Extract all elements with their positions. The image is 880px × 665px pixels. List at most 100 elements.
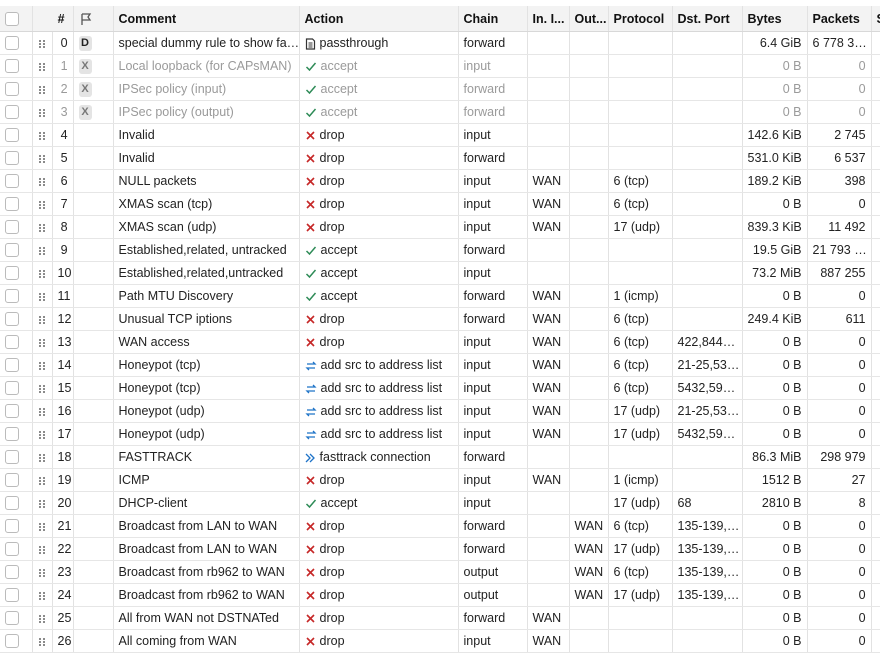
- dst-port: 135-139,…: [672, 537, 743, 561]
- rule-row[interactable]: 20 DHCP-client accept input 17 (udp) 68 2810 B…: [0, 491, 880, 515]
- row-select[interactable]: [0, 330, 33, 354]
- row-select[interactable]: [0, 146, 33, 170]
- comment-header[interactable]: Comment: [113, 6, 300, 32]
- row-select[interactable]: [0, 606, 33, 630]
- drag-handle[interactable]: [32, 560, 53, 584]
- rule-row[interactable]: 14 Honeypot (tcp) add src to address list i…: [0, 353, 880, 377]
- select-all[interactable]: [0, 6, 33, 32]
- row-select[interactable]: [0, 77, 33, 101]
- packets-header[interactable]: Packets: [807, 6, 872, 32]
- bytes: 0 B: [742, 399, 808, 423]
- comment: Honeypot (udp): [113, 399, 300, 423]
- drag-handle[interactable]: [32, 422, 53, 446]
- drag-handle[interactable]: [32, 491, 53, 515]
- drag-handle[interactable]: [32, 77, 53, 101]
- rule-row[interactable]: 22 Broadcast from LAN to WAN drop forward WA…: [0, 537, 880, 561]
- row-select[interactable]: [0, 583, 33, 607]
- num-header[interactable]: #: [32, 6, 74, 32]
- row-select[interactable]: [0, 238, 33, 262]
- rule-row[interactable]: 16 Honeypot (udp) add src to address list i…: [0, 399, 880, 423]
- row-select[interactable]: [0, 307, 33, 331]
- rule-row[interactable]: 25 All from WAN not DSTNATed drop forward WA…: [0, 606, 880, 630]
- chain-header[interactable]: Chain: [458, 6, 528, 32]
- drag-handle[interactable]: [32, 54, 53, 78]
- row-select[interactable]: [0, 215, 33, 239]
- row-select[interactable]: [0, 353, 33, 377]
- rule-row[interactable]: 1 X Local loopback (for CAPsMAN) accept inpu…: [0, 54, 880, 78]
- drag-handle[interactable]: [32, 31, 53, 55]
- rule-row[interactable]: 24 Broadcast from rb962 to WAN drop output W…: [0, 583, 880, 607]
- row-select[interactable]: [0, 514, 33, 538]
- row-select[interactable]: [0, 192, 33, 216]
- row-select[interactable]: [0, 491, 33, 515]
- drag-handle[interactable]: [32, 445, 53, 469]
- row-select[interactable]: [0, 399, 33, 423]
- drag-handle[interactable]: [32, 537, 53, 561]
- rule-row[interactable]: 23 Broadcast from rb962 to WAN drop output W…: [0, 560, 880, 584]
- rule-row[interactable]: 11 Path MTU Discovery accept forward WAN 1 (i…: [0, 284, 880, 308]
- drag-handle[interactable]: [32, 514, 53, 538]
- row-select[interactable]: [0, 284, 33, 308]
- rule-row[interactable]: 9 Established,related, untracked accept for…: [0, 238, 880, 262]
- rule-row[interactable]: 19 ICMP drop input WAN 1 (icmp) 1512 B 27: [0, 468, 880, 492]
- packets: 8: [807, 491, 872, 515]
- action: add src to address list: [299, 376, 459, 400]
- row-select[interactable]: [0, 422, 33, 446]
- rule-row[interactable]: 8 XMAS scan (udp) drop input WAN 17 (udp) 839.…: [0, 215, 880, 239]
- row-select[interactable]: [0, 376, 33, 400]
- row-select[interactable]: [0, 169, 33, 193]
- drag-handle[interactable]: [32, 583, 53, 607]
- drag-handle[interactable]: [32, 399, 53, 423]
- row-select[interactable]: [0, 123, 33, 147]
- rule-row[interactable]: 21 Broadcast from LAN to WAN drop forward WA…: [0, 514, 880, 538]
- drag-handle[interactable]: [32, 169, 53, 193]
- drag-handle[interactable]: [32, 215, 53, 239]
- row-select[interactable]: [0, 31, 33, 55]
- row-select[interactable]: [0, 261, 33, 285]
- row-select[interactable]: [0, 445, 33, 469]
- row-select[interactable]: [0, 468, 33, 492]
- extra-header[interactable]: S: [871, 6, 880, 32]
- drag-handle[interactable]: [32, 353, 53, 377]
- protocol-header[interactable]: Protocol: [608, 6, 673, 32]
- rule-row[interactable]: 10 Established,related,untracked accept inp…: [0, 261, 880, 285]
- rule-row[interactable]: 17 Honeypot (udp) add src to address list i…: [0, 422, 880, 446]
- row-select[interactable]: [0, 100, 33, 124]
- drag-handle[interactable]: [32, 376, 53, 400]
- rule-row[interactable]: 15 Honeypot (tcp) add src to address list i…: [0, 376, 880, 400]
- action-header[interactable]: Action: [299, 6, 459, 32]
- rule-row[interactable]: 12 Unusual TCP iptions drop forward WAN 6 (tc…: [0, 307, 880, 331]
- in-header[interactable]: In. I...: [527, 6, 570, 32]
- rule-row[interactable]: 6 NULL packets drop input WAN 6 (tcp) 189.2 Ki…: [0, 169, 880, 193]
- bytes-header[interactable]: Bytes: [742, 6, 808, 32]
- drag-handle[interactable]: [32, 261, 53, 285]
- drag-handle[interactable]: [32, 146, 53, 170]
- drag-handle[interactable]: [32, 307, 53, 331]
- drag-handle[interactable]: [32, 606, 53, 630]
- drag-handle[interactable]: [32, 192, 53, 216]
- rule-row[interactable]: 18 FASTTRACK fasttrack connection forward 86…: [0, 445, 880, 469]
- drag-handle[interactable]: [32, 100, 53, 124]
- drag-handle[interactable]: [32, 284, 53, 308]
- dst-port-header[interactable]: Dst. Port: [672, 6, 743, 32]
- row-select[interactable]: [0, 629, 33, 653]
- drag-handle[interactable]: [32, 330, 53, 354]
- rule-row[interactable]: 4 Invalid drop input 142.6 KiB 2 745: [0, 123, 880, 147]
- drag-handle[interactable]: [32, 238, 53, 262]
- row-select[interactable]: [0, 560, 33, 584]
- rule-row[interactable]: 5 Invalid drop forward 531.0 KiB 6 537: [0, 146, 880, 170]
- drag-handle[interactable]: [32, 123, 53, 147]
- out-header[interactable]: Out...: [569, 6, 609, 32]
- drag-handle[interactable]: [32, 629, 53, 653]
- action-text: drop: [319, 473, 345, 487]
- rule-row[interactable]: 13 WAN access drop input WAN 6 (tcp) 422,844… 0…: [0, 330, 880, 354]
- row-select[interactable]: [0, 54, 33, 78]
- row-select[interactable]: [0, 537, 33, 561]
- drag-handle[interactable]: [32, 468, 53, 492]
- flag-header[interactable]: [73, 6, 114, 32]
